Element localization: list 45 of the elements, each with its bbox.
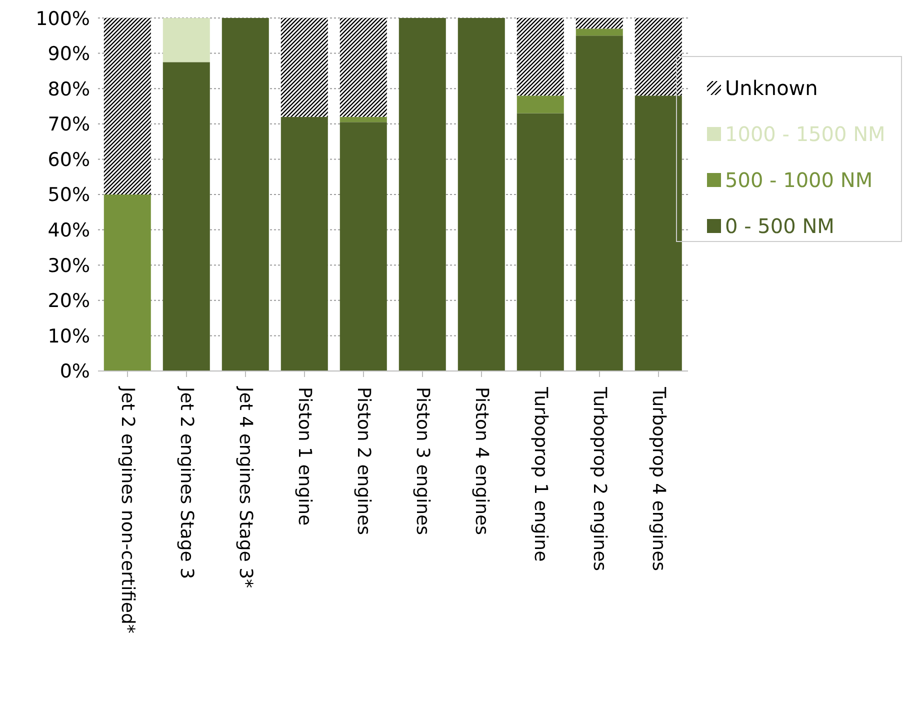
legend-label: 1000 - 1500 NM (725, 122, 886, 146)
bar (576, 28, 623, 36)
y-tick-label: 50% (48, 184, 90, 206)
bar (340, 122, 387, 371)
bar (634, 96, 682, 371)
bar (634, 18, 682, 96)
text: Unknown (725, 76, 818, 100)
y-tick-label: 90% (48, 43, 90, 66)
x-tick-label: Jet 2 engines Stage 3 (176, 386, 197, 580)
bar (162, 18, 210, 62)
bar (340, 116, 387, 122)
bar (280, 116, 328, 371)
x-tick-label: Turboprop 2 engines (589, 386, 610, 572)
bar (398, 18, 446, 371)
y-tick-label: 60% (48, 148, 90, 171)
x-tick-label: Turboprop 1 engine (530, 386, 551, 562)
x-tick-label: Turboprop 4 engines (648, 386, 669, 572)
y-tick-label: 30% (48, 254, 90, 277)
y-tick-label: 70% (48, 114, 90, 136)
bar (576, 18, 623, 29)
bar (222, 18, 269, 371)
y-tick-label: 10% (48, 325, 90, 348)
x-tick-label: Jet 4 engines Stage 3* (235, 386, 256, 588)
x-tick-label: Jet 2 engines non-certified* (117, 386, 138, 634)
x-tick-label: Piston 4 engines (471, 387, 492, 535)
bar (576, 36, 623, 371)
bar (280, 18, 328, 117)
y-tick-label: 40% (48, 220, 90, 242)
x-tick-label: Piston 3 engines (412, 387, 433, 535)
x-tick-label: Piston 1 engine (294, 387, 315, 526)
bar (516, 113, 564, 371)
bar (162, 62, 210, 371)
y-tick-label: 0% (60, 360, 90, 383)
bar (516, 18, 564, 96)
y-tick-label: 100% (36, 8, 90, 30)
bar (458, 18, 505, 371)
legend-label: 500 - 1000 NM (725, 168, 873, 192)
bar (516, 96, 564, 114)
y-tick-label: 80% (48, 78, 90, 100)
bar (104, 18, 151, 194)
legend-label: 0 - 500 NM (725, 214, 834, 238)
x-tick-label: Piston 2 engines (353, 387, 374, 535)
bar (104, 194, 151, 371)
y-tick-label: 20% (48, 290, 90, 312)
bar (340, 18, 387, 117)
